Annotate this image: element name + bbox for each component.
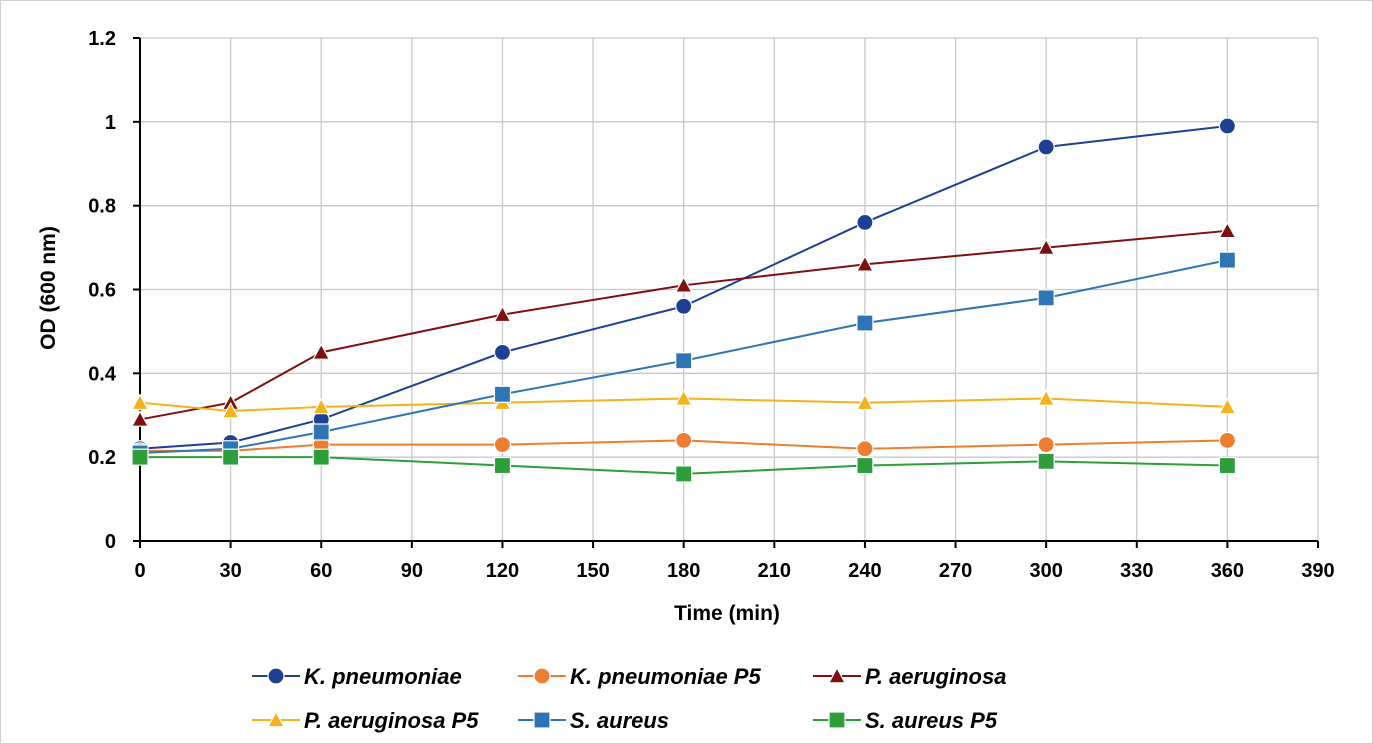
data-point: [856, 213, 874, 232]
data-point: [856, 456, 874, 475]
x-tick-label: 180: [667, 560, 700, 582]
y-tick-label: 0.2: [88, 447, 116, 469]
x-tick-label: 390: [1301, 560, 1334, 582]
data-point: [1037, 435, 1055, 454]
tick-labels: 0 30 60 90 120 150 180 210 240 270 300 330 360 390 0 0.…: [88, 28, 1335, 582]
data-point: [674, 389, 693, 406]
legend-entry: P. aeruginosa P5: [252, 708, 479, 733]
data-point: [856, 440, 874, 458]
series-p-aeruginosa-p5: [130, 389, 1237, 419]
legend-label: S. aureus: [570, 708, 669, 733]
data-point: [675, 431, 693, 449]
legend-marker: [533, 667, 551, 685]
legend-marker: [827, 666, 847, 684]
y-tick-label: 1.2: [88, 28, 116, 50]
data-point: [1037, 452, 1055, 470]
data-point: [131, 448, 149, 466]
data-point: [855, 255, 874, 272]
data-point: [493, 456, 512, 475]
x-tick-label: 120: [486, 560, 519, 582]
x-tick-label: 360: [1211, 560, 1244, 582]
series-line: [139, 397, 1228, 413]
series-p-aeruginosa: [130, 221, 1237, 427]
data-point: [130, 410, 150, 427]
data-point: [675, 297, 693, 315]
x-tick-label: 240: [848, 560, 881, 582]
x-axis-title: Time (min): [674, 602, 780, 625]
legend-marker: [828, 711, 846, 729]
data-point: [312, 343, 331, 360]
series-line: [139, 125, 1228, 450]
legend-entry: P. aeruginosa: [813, 664, 1006, 689]
y-tick-label: 0.6: [88, 280, 116, 302]
legend-label: S. aureus P5: [865, 708, 998, 733]
legend: K. pneumoniae K. pneumoniae P5 P. aerugino…: [252, 664, 1006, 733]
legend-entry: S. aureus: [518, 708, 669, 733]
data-point: [312, 397, 331, 415]
series-line: [139, 259, 1228, 454]
legend-marker: [267, 667, 285, 685]
data-point: [855, 393, 874, 411]
x-tick-label: 90: [401, 560, 423, 582]
y-tick-label: 1: [105, 112, 116, 134]
data-point: [1037, 138, 1055, 156]
data-point: [130, 393, 150, 411]
data-point: [1218, 251, 1236, 269]
legend-entry: K. pneumoniae P5: [518, 664, 761, 689]
legend-label: K. pneumoniae P5: [570, 664, 761, 689]
data-point: [493, 305, 512, 323]
y-axis-title: OD (600 nm): [37, 226, 60, 350]
y-tick-label: 0.8: [88, 196, 116, 218]
data-point: [1218, 456, 1236, 475]
data-point: [1218, 397, 1237, 415]
series-lines: [130, 117, 1237, 483]
data-point: [493, 343, 512, 361]
data-point: [1037, 238, 1056, 255]
data-point: [1218, 117, 1236, 135]
data-point: [674, 276, 693, 293]
series-line: [140, 456, 1228, 475]
y-tick-label: 0: [105, 531, 116, 553]
data-point: [856, 314, 874, 332]
series-line: [140, 439, 1228, 452]
x-tick-label: 270: [939, 560, 972, 582]
x-tick-label: 300: [1029, 560, 1062, 582]
x-tick-label: 30: [219, 560, 241, 582]
legend-marker: [533, 711, 551, 729]
data-point: [312, 448, 330, 466]
data-point: [1037, 389, 1056, 406]
x-tick-label: 60: [310, 560, 332, 582]
legend-marker: [266, 710, 286, 728]
series-line: [139, 229, 1228, 421]
x-tick-label: 330: [1120, 560, 1153, 582]
legend-label: K. pneumoniae: [304, 664, 462, 689]
y-tick-label: 0.4: [88, 363, 117, 385]
x-tick-label: 150: [576, 560, 609, 582]
data-point: [493, 385, 512, 403]
data-point: [675, 352, 693, 370]
data-point: [1218, 221, 1237, 239]
legend-label: P. aeruginosa: [865, 664, 1006, 689]
data-point: [1037, 289, 1055, 307]
data-point: [222, 448, 240, 466]
data-point: [675, 465, 693, 483]
legend-entry: S. aureus P5: [813, 708, 998, 733]
legend-label: P. aeruginosa P5: [304, 708, 479, 733]
legend-entry: K. pneumoniae: [252, 664, 462, 689]
data-point: [1218, 431, 1236, 449]
data-point: [312, 423, 330, 441]
series-s-aureus-p5: [131, 448, 1236, 483]
data-point: [221, 401, 240, 419]
data-point: [493, 435, 512, 454]
x-tick-label: 0: [134, 560, 145, 582]
x-tick-label: 210: [758, 560, 791, 582]
